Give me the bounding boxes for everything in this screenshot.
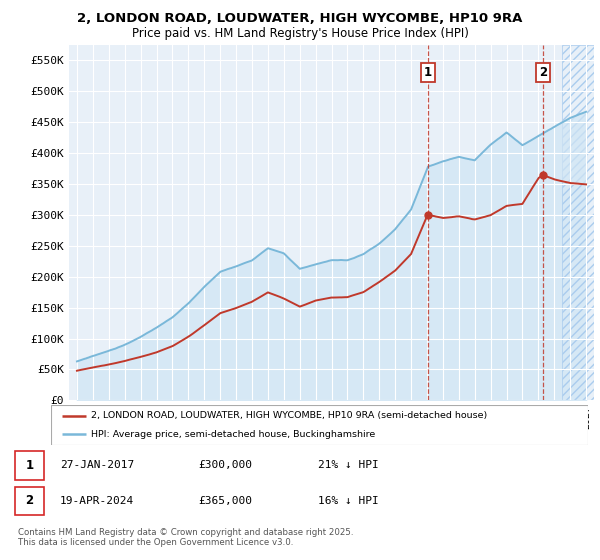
Text: HPI: Average price, semi-detached house, Buckinghamshire: HPI: Average price, semi-detached house,…: [91, 430, 376, 439]
Text: Price paid vs. HM Land Registry's House Price Index (HPI): Price paid vs. HM Land Registry's House …: [131, 27, 469, 40]
Text: 1: 1: [424, 66, 432, 79]
Text: 2: 2: [539, 66, 547, 79]
Text: 2, LONDON ROAD, LOUDWATER, HIGH WYCOMBE, HP10 9RA: 2, LONDON ROAD, LOUDWATER, HIGH WYCOMBE,…: [77, 12, 523, 25]
Text: 1: 1: [25, 459, 34, 472]
Bar: [15, 451, 44, 480]
Text: 16% ↓ HPI: 16% ↓ HPI: [318, 496, 379, 506]
Text: 27-JAN-2017: 27-JAN-2017: [60, 460, 134, 470]
Text: Contains HM Land Registry data © Crown copyright and database right 2025.
This d: Contains HM Land Registry data © Crown c…: [18, 528, 353, 547]
Text: £300,000: £300,000: [198, 460, 252, 470]
Text: 21% ↓ HPI: 21% ↓ HPI: [318, 460, 379, 470]
Text: £365,000: £365,000: [198, 496, 252, 506]
Text: 2: 2: [25, 494, 34, 507]
Text: 2, LONDON ROAD, LOUDWATER, HIGH WYCOMBE, HP10 9RA (semi-detached house): 2, LONDON ROAD, LOUDWATER, HIGH WYCOMBE,…: [91, 411, 488, 420]
Text: 19-APR-2024: 19-APR-2024: [60, 496, 134, 506]
Bar: [15, 487, 44, 515]
